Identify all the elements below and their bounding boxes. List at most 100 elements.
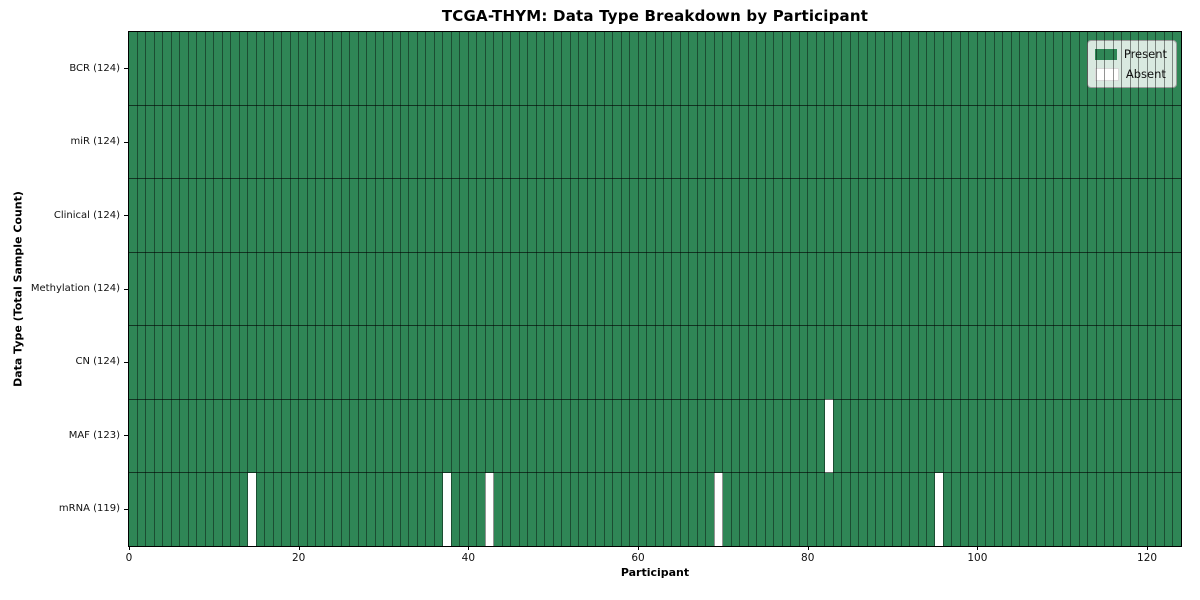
row-grid-line <box>129 325 1181 327</box>
cell-grid-line <box>849 32 851 546</box>
cell-grid-line <box>332 32 334 546</box>
cell-grid-line <box>1027 32 1029 546</box>
cell-grid-line <box>679 32 681 546</box>
cell-grid-line <box>1078 32 1080 546</box>
cell-grid-line <box>501 32 503 546</box>
cell-grid-line <box>213 32 215 546</box>
cell-grid-line <box>858 32 860 546</box>
cell-grid-line <box>1112 32 1114 546</box>
cell-grid-line <box>1053 32 1055 546</box>
absent-cell <box>247 472 257 546</box>
y-tick-label: CN (124) <box>75 356 120 368</box>
cell-grid-line <box>1044 32 1046 546</box>
cell-grid-line <box>153 32 155 546</box>
x-tick-label: 0 <box>125 552 133 564</box>
cell-grid-line <box>739 32 741 546</box>
cell-grid-line <box>1138 32 1140 546</box>
cell-grid-line <box>1010 32 1012 546</box>
cell-grid-line <box>824 32 826 546</box>
cell-grid-line <box>1019 32 1021 546</box>
x-axis-tick <box>468 546 470 550</box>
row-grid-line <box>129 398 1181 400</box>
cell-grid-line <box>925 32 927 546</box>
x-axis-tick <box>298 546 300 550</box>
row-grid-line <box>129 251 1181 253</box>
y-tick-label: miR (124) <box>70 136 120 148</box>
x-axis-tick <box>638 546 640 550</box>
cell-grid-line <box>340 32 342 546</box>
cell-grid-line <box>391 32 393 546</box>
y-axis-tick <box>124 508 128 510</box>
cell-grid-line <box>408 32 410 546</box>
cell-grid-line <box>518 32 520 546</box>
cell-grid-line <box>976 32 978 546</box>
y-axis-tick <box>124 215 128 217</box>
cell-grid-line <box>1036 32 1038 546</box>
cell-grid-line <box>900 32 902 546</box>
x-axis-tick <box>807 546 809 550</box>
cell-grid-line <box>612 32 614 546</box>
cell-grid-line <box>204 32 206 546</box>
cell-grid-line <box>510 32 512 546</box>
cell-grid-line <box>875 32 877 546</box>
cell-grid-line <box>1002 32 1004 546</box>
cell-grid-line <box>1087 32 1089 546</box>
cell-grid-line <box>272 32 274 546</box>
legend-label-absent: Absent <box>1125 67 1166 81</box>
cell-grid-line <box>1121 32 1123 546</box>
cell-grid-line <box>1163 32 1165 546</box>
legend-label-present: Present <box>1123 47 1167 61</box>
cell-grid-line <box>629 32 631 546</box>
cell-grid-line <box>527 32 529 546</box>
cell-grid-line <box>467 32 469 546</box>
cell-grid-line <box>892 32 894 546</box>
cell-grid-line <box>841 32 843 546</box>
x-tick-label: 40 <box>461 552 476 564</box>
cell-grid-line <box>1155 32 1157 546</box>
cell-grid-line <box>561 32 563 546</box>
cell-grid-line <box>815 32 817 546</box>
cell-grid-line <box>934 32 936 546</box>
cell-grid-line <box>747 32 749 546</box>
cell-grid-line <box>349 32 351 546</box>
cell-grid-line <box>705 32 707 546</box>
cell-grid-line <box>221 32 223 546</box>
cell-grid-line <box>713 32 715 546</box>
y-axis-tick <box>124 68 128 70</box>
x-tick-label: 20 <box>291 552 306 564</box>
cell-grid-line <box>552 32 554 546</box>
cell-grid-line <box>433 32 435 546</box>
cell-grid-line <box>366 32 368 546</box>
cell-grid-line <box>603 32 605 546</box>
cell-grid-line <box>1061 32 1063 546</box>
y-axis-tick <box>124 141 128 143</box>
cell-grid-line <box>866 32 868 546</box>
cell-grid-line <box>781 32 783 546</box>
absent-swatch <box>1094 67 1119 81</box>
absent-cell <box>714 472 723 546</box>
x-axis-title: Participant <box>620 566 690 579</box>
cell-grid-line <box>187 32 189 546</box>
y-axis-tick <box>124 361 128 363</box>
cell-grid-line <box>247 32 249 546</box>
cell-grid-line <box>586 32 588 546</box>
cell-grid-line <box>1070 32 1072 546</box>
x-tick-label: 60 <box>631 552 645 564</box>
y-tick-label: mRNA (119) <box>58 503 120 515</box>
cell-grid-line <box>1146 32 1148 546</box>
y-axis-tick <box>124 288 128 290</box>
cell-grid-line <box>535 32 537 546</box>
cell-grid-line <box>951 32 953 546</box>
cell-grid-line <box>773 32 775 546</box>
cell-grid-line <box>832 32 834 546</box>
cell-grid-line <box>298 32 300 546</box>
cell-grid-line <box>688 32 690 546</box>
cell-grid-line <box>230 32 232 546</box>
present-swatch <box>1094 48 1117 60</box>
absent-cell <box>934 472 944 546</box>
cell-grid-line <box>1095 32 1097 546</box>
cell-grid-line <box>315 32 317 546</box>
x-axis-tick <box>129 546 130 550</box>
cell-grid-line <box>671 32 673 546</box>
cell-grid-line <box>357 32 359 546</box>
